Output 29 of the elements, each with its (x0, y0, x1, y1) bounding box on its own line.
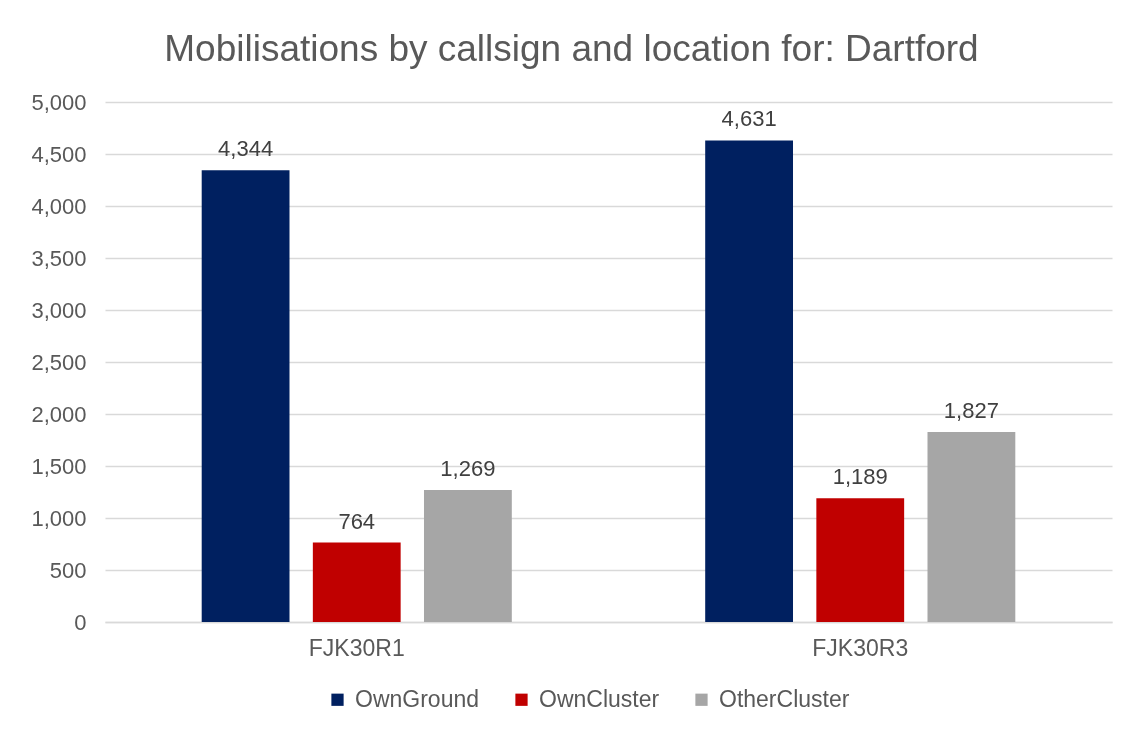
y-tick-label: 500 (49, 557, 87, 583)
bar (705, 140, 794, 622)
x-tick-label: FJK30R1 (308, 634, 405, 661)
y-tick-label: 2,500 (31, 349, 87, 375)
bar (816, 498, 905, 622)
y-tick-label: 0 (74, 609, 87, 635)
y-tick-label: 5,000 (31, 89, 87, 115)
y-tick-label: 3,000 (31, 297, 87, 323)
y-tick-label: 3,500 (31, 245, 87, 271)
data-label: 4,631 (721, 106, 777, 132)
bar (423, 490, 512, 622)
legend-label: OwnGround (355, 685, 480, 712)
legend-label: OwnCluster (539, 685, 660, 712)
bar (201, 170, 290, 622)
y-tick-label: 4,500 (31, 141, 87, 167)
bar (312, 542, 401, 622)
data-label: 1,189 (832, 464, 888, 490)
legend-label: OtherCluster (719, 685, 850, 712)
data-label: 764 (338, 508, 376, 534)
data-label: 1,269 (440, 456, 496, 482)
y-tick-label: 1,000 (31, 505, 87, 531)
x-tick-label: FJK30R3 (812, 634, 909, 661)
data-label: 4,344 (218, 136, 274, 162)
bar (927, 431, 1016, 622)
y-tick-label: 1,500 (31, 453, 87, 479)
data-label: 1,827 (943, 397, 999, 423)
y-tick-label: 2,000 (31, 401, 87, 427)
y-tick-label: 4,000 (31, 193, 87, 219)
chart-title: Mobilisations by callsign and location for: Dartford (164, 28, 979, 69)
